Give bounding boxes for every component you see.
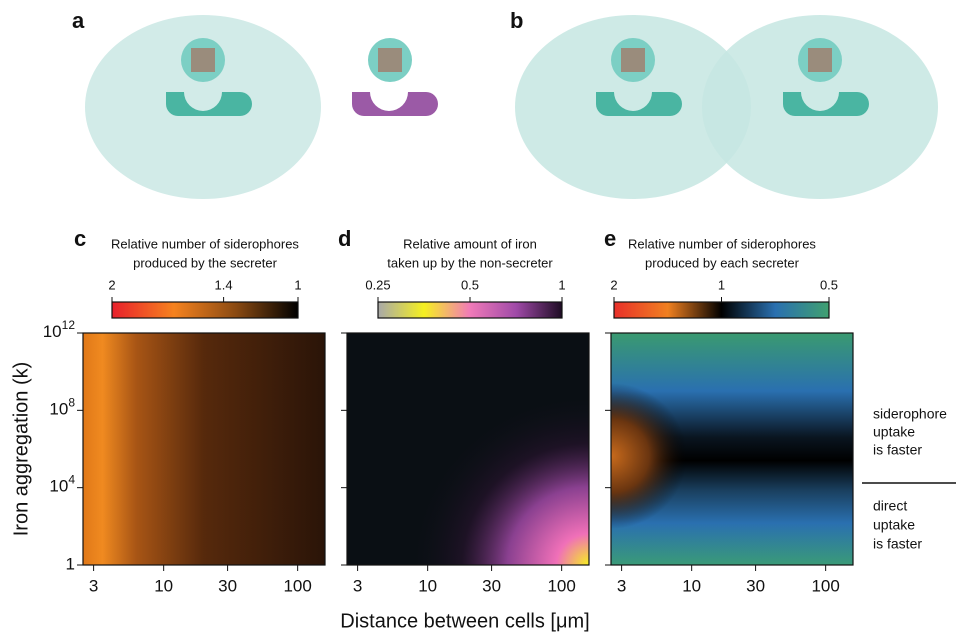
colorbar-title: Relative amount of iron	[403, 236, 537, 251]
colorbar	[112, 302, 298, 318]
x-tick-label: 100	[283, 576, 311, 595]
page: a b c d e Distance between cells [μm] Ir…	[0, 0, 956, 639]
colorbar-tick-label: 1	[558, 277, 565, 292]
colorbar-title: Relative number of siderophores	[628, 236, 816, 251]
x-tick-label: 10	[154, 576, 173, 595]
panel-label: b	[510, 8, 523, 33]
x-tick-label: 3	[89, 576, 98, 595]
colorbar-tick-label: 0.5	[461, 277, 479, 292]
y-tick-base: 10	[49, 477, 68, 496]
colorbar-tick-label: 1	[718, 277, 725, 292]
x-tick-label: 30	[218, 576, 237, 595]
figure: a b c d e Distance between cells [μm] Ir…	[0, 0, 956, 639]
x-tick-label: 3	[353, 576, 362, 595]
panel-label: d	[338, 226, 351, 251]
y-tick-exponent: 4	[68, 473, 75, 487]
colorbar-tick-label: 0.5	[820, 277, 838, 292]
x-tick-label: 100	[811, 576, 839, 595]
colorbar-title: produced by each secreter	[645, 255, 800, 270]
annotation: is faster	[873, 536, 922, 552]
annotation: is faster	[873, 442, 922, 458]
heatmap-c	[83, 333, 325, 565]
colorbar-tick-label: 1	[294, 277, 301, 292]
y-tick-label: 104	[49, 473, 75, 496]
diagram-a	[85, 15, 438, 199]
y-tick-label: 108	[49, 396, 75, 419]
x-tick-label: 30	[746, 576, 765, 595]
y-tick-exponent: 12	[62, 318, 76, 332]
annotation: uptake	[873, 517, 915, 533]
colorbar	[614, 302, 829, 318]
x-tick-label: 10	[682, 576, 701, 595]
y-tick-exponent: 8	[68, 396, 75, 410]
annotation: direct	[873, 498, 907, 514]
y-tick-label: 1	[66, 554, 75, 573]
colorbar-tick-label: 0.25	[365, 277, 390, 292]
x-tick-label: 30	[482, 576, 501, 595]
colorbar-tick-label: 2	[108, 277, 115, 292]
y-tick-base: 10	[43, 322, 62, 341]
colorbar-tick-label: 1.4	[215, 277, 233, 292]
y-axis-label: Iron aggregation (k)	[10, 362, 32, 537]
colorbar-title: Relative number of siderophores	[111, 236, 299, 251]
panel-label: c	[74, 226, 86, 251]
colorbar-tick-label: 2	[610, 277, 617, 292]
colorbar-title: taken up by the non-secreter	[387, 255, 553, 270]
x-tick-label: 100	[547, 576, 575, 595]
heatmap-d-overlay	[347, 333, 589, 565]
panel-label: a	[72, 8, 85, 33]
diagram-b	[515, 15, 938, 199]
y-tick-base: 10	[49, 400, 68, 419]
colorbar-title: produced by the secreter	[133, 255, 277, 270]
y-tick-label: 1012	[43, 318, 76, 341]
colorbar	[378, 302, 562, 318]
x-tick-label: 10	[418, 576, 437, 595]
annotation: siderophore	[873, 406, 947, 422]
panel-label: e	[604, 226, 616, 251]
heatmap-e-overlay	[611, 333, 853, 565]
x-tick-label: 3	[617, 576, 626, 595]
annotation: uptake	[873, 424, 915, 440]
x-axis-label: Distance between cells [μm]	[340, 610, 589, 632]
